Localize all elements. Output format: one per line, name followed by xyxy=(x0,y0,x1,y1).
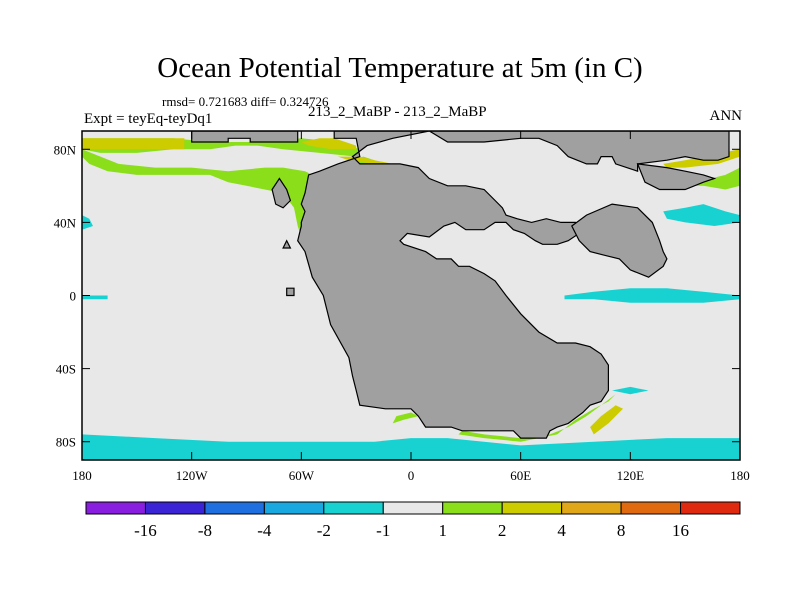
colorbar-swatch xyxy=(382,501,444,515)
land-mass xyxy=(636,163,717,191)
colorbar-label: -4 xyxy=(257,521,272,540)
colorbar-label: -2 xyxy=(317,521,331,540)
colorbar-label: 16 xyxy=(672,521,689,540)
anomaly-m1-m2-region xyxy=(82,295,108,300)
colorbar-label: 1 xyxy=(438,521,447,540)
colorbar-label: 4 xyxy=(557,521,566,540)
land-mass xyxy=(271,177,292,209)
land-mass xyxy=(428,131,730,173)
anomaly-1-2-region xyxy=(82,149,338,237)
x-tick-label: 120E xyxy=(617,468,645,483)
axes: 180 120W 60W 0 60E 120E 180 80N 40N 0 40S 80S xyxy=(54,131,750,483)
stats-label: rmsd= 0.721683 diff= 0.324726 xyxy=(162,94,329,109)
colorbar-label: 2 xyxy=(498,521,507,540)
anomaly-m1-m2-region xyxy=(564,288,740,303)
anomaly-m1-m2-region xyxy=(663,204,740,226)
anomaly-2-4-region xyxy=(590,405,623,435)
case-label: 213_2_MaBP - 213_2_MaBP xyxy=(308,104,487,120)
y-tick-label: 80N xyxy=(54,142,77,157)
colorbar-swatch xyxy=(204,501,265,515)
colorbar-swatch xyxy=(561,501,622,515)
colorbar-label: -8 xyxy=(198,521,212,540)
colorbar-label: 8 xyxy=(617,521,626,540)
y-tick-label: 0 xyxy=(70,289,77,304)
colorbar-swatch xyxy=(85,501,146,515)
colorbar: -16 -8 -4 -2 -1 1 2 4 8 16 xyxy=(85,501,741,540)
experiment-label: Expt = teyEq-teyDq1 xyxy=(84,111,213,127)
chart-title: Ocean Potential Temperature at 5m (in C) xyxy=(157,52,643,84)
x-tick-label: 60W xyxy=(289,468,315,483)
map-regions xyxy=(82,131,740,460)
land-mass xyxy=(297,131,610,439)
anomaly-2-4-region xyxy=(301,138,357,150)
colorbar-swatch xyxy=(263,501,325,515)
colorbar-label: -1 xyxy=(376,521,390,540)
colorbar-swatch xyxy=(680,501,741,515)
season-label: ANN xyxy=(709,108,743,124)
anomaly-1-2-region xyxy=(392,412,419,424)
x-tick-label: 180 xyxy=(730,468,750,483)
anomaly-2-4-region xyxy=(82,138,185,150)
land-mass xyxy=(571,203,668,278)
x-tick-label: 180 xyxy=(72,468,92,483)
anomaly-m1-m2-region xyxy=(612,386,649,395)
y-tick-label: 80S xyxy=(56,435,76,450)
x-tick-label: 60E xyxy=(510,468,531,483)
y-tick-label: 40N xyxy=(54,215,77,230)
anomaly-m1-m2-region xyxy=(82,434,740,460)
x-tick-label: 0 xyxy=(408,468,415,483)
colorbar-label: -16 xyxy=(134,521,157,540)
colorbar-swatch xyxy=(620,501,682,515)
colorbar-swatch xyxy=(501,501,563,515)
colorbar-swatch xyxy=(323,501,384,515)
x-tick-label: 120W xyxy=(176,468,209,483)
anomaly-2-4-region xyxy=(337,156,393,164)
land-mass xyxy=(191,131,299,143)
y-tick-label: 40S xyxy=(56,362,76,377)
colorbar-swatch xyxy=(442,501,503,515)
colorbar-swatch xyxy=(144,501,206,515)
land-mass xyxy=(286,287,295,297)
land-mass xyxy=(282,239,292,249)
